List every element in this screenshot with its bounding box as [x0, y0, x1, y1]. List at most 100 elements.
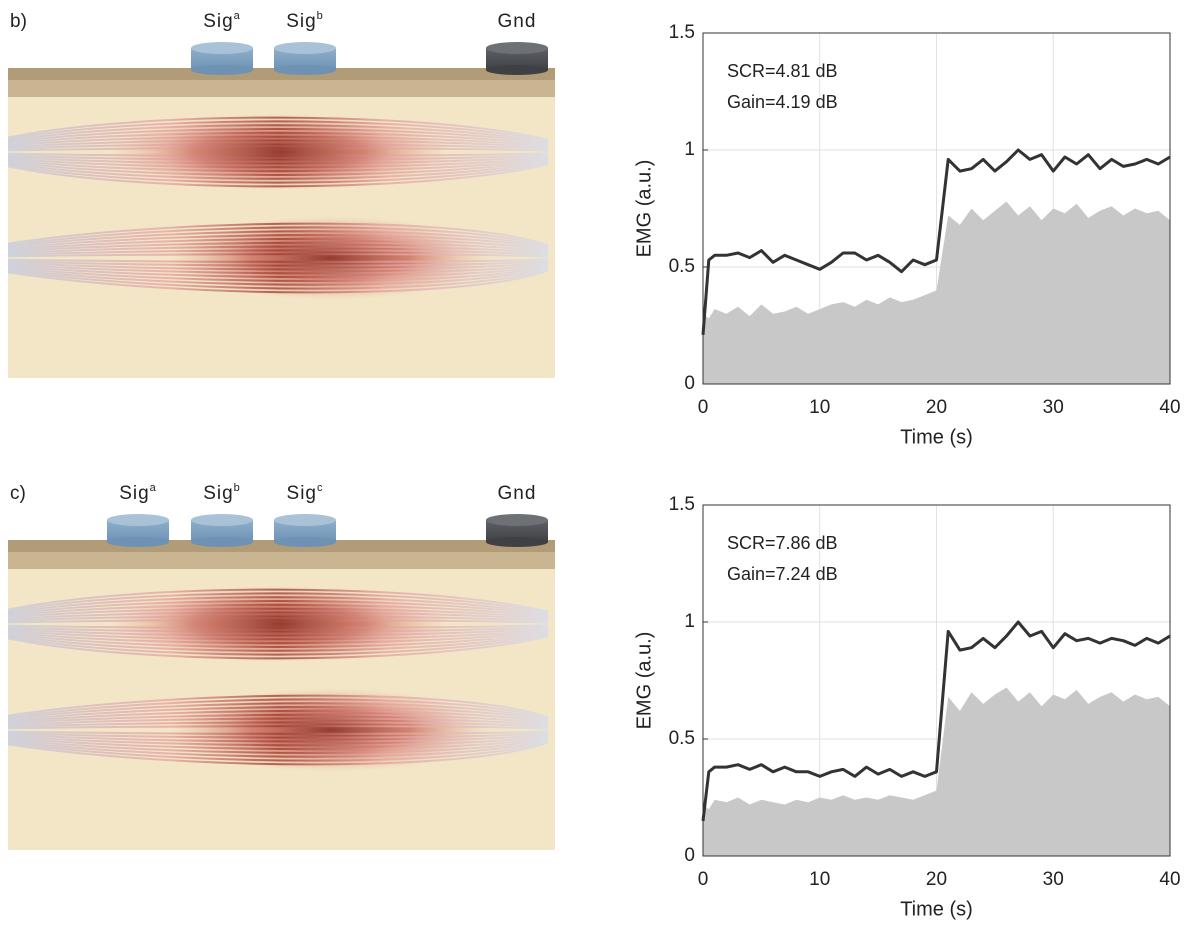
muscle-fiber — [7, 630, 549, 645]
muscle-fiber — [7, 706, 549, 723]
x-tick-label: 0 — [698, 869, 709, 890]
electrode-name: Sig — [119, 483, 149, 504]
muscle-fiber — [7, 734, 549, 747]
muscle-fiber — [7, 156, 549, 169]
ground-label: Gnd — [498, 11, 537, 32]
muscle-fiber — [7, 611, 549, 621]
electrode-bottom — [107, 537, 169, 547]
plot-frame — [702, 32, 1171, 385]
y-axis-label: EMG (a.u.) — [633, 632, 655, 730]
muscle-fiber — [7, 152, 549, 157]
electrode-top — [191, 514, 253, 526]
electrode-label: Sigb — [286, 10, 324, 32]
muscle-fiber — [7, 237, 549, 252]
muscle-fiber — [7, 702, 549, 722]
annotation: Gain=4.19 dB — [727, 92, 838, 112]
electrode — [107, 520, 169, 542]
electrode-name: Sig — [286, 11, 316, 32]
x-axis-label: Time (s) — [900, 426, 973, 448]
muscle-diagram: b) Siga Sigb Gnd — [7, 10, 555, 378]
muscle-fiber — [7, 736, 549, 751]
y-tick-label: 0.5 — [669, 728, 695, 749]
muscle-fiber — [7, 253, 549, 258]
x-tick-label: 40 — [1159, 869, 1180, 890]
muscle-fiber — [7, 632, 549, 652]
muscle-fiber — [7, 155, 549, 165]
ground-electrode — [486, 520, 548, 542]
electrode-bottom — [191, 65, 253, 75]
muscle-fiber — [7, 619, 549, 624]
ground-electrode-top — [486, 42, 548, 54]
electrode-superscript: a — [150, 482, 157, 494]
skin-top — [8, 68, 555, 80]
x-tick-label: 0 — [698, 397, 709, 418]
panel-label: c) — [10, 483, 26, 504]
panel-label: b) — [10, 11, 27, 32]
muscle-fiber — [7, 698, 549, 720]
skin — [8, 80, 555, 97]
electrode-bottom — [274, 65, 336, 75]
muscle-fiber — [7, 258, 549, 263]
muscle-fiber — [7, 265, 549, 282]
muscle-fiber — [7, 226, 549, 248]
muscle-fiber — [7, 249, 549, 257]
x-tick-label: 10 — [809, 869, 830, 890]
muscle-fiber — [7, 738, 549, 758]
electrode-superscript: b — [234, 482, 241, 494]
emg-envelope — [701, 148, 1171, 336]
muscle-fiber — [7, 160, 549, 180]
muscle-fiber — [7, 709, 549, 724]
annotation: SCR=7.86 dB — [727, 533, 838, 553]
electrode-top — [274, 514, 336, 526]
x-tick-label: 30 — [1043, 869, 1064, 890]
muscle-fiber — [7, 158, 549, 173]
muscle-fiber — [7, 627, 549, 637]
y-tick-label: 0 — [684, 845, 695, 866]
muscle-fiber — [7, 733, 549, 743]
muscle-fiber — [7, 694, 549, 719]
muscle-fiber — [7, 631, 549, 648]
ground-label: Gnd — [498, 483, 537, 504]
muscle-fiber — [7, 124, 549, 144]
electrode-top — [107, 514, 169, 526]
emg-envelope — [701, 620, 1171, 822]
muscle-fiber — [7, 730, 549, 735]
muscle-fiber — [7, 268, 549, 290]
emg-raw-area — [703, 687, 1170, 856]
emg-raw-area — [703, 201, 1170, 384]
electrode-label: Sigc — [287, 482, 324, 504]
muscle-fiber — [7, 135, 549, 148]
muscle-fiber — [7, 163, 549, 188]
y-tick-label: 1.5 — [669, 22, 695, 43]
muscle-fiber — [7, 635, 549, 660]
muscle-fiber — [7, 713, 549, 726]
muscle-fiber — [7, 269, 549, 294]
muscle-fiber — [7, 128, 549, 145]
muscle-fiber — [7, 241, 549, 254]
x-tick-label: 20 — [926, 869, 947, 890]
muscle-fiber — [7, 596, 549, 616]
muscle-fiber — [7, 245, 549, 255]
y-tick-label: 1.5 — [669, 494, 695, 515]
ground-electrode-top — [486, 514, 548, 526]
muscle-fiber — [7, 266, 549, 286]
electrode-label: Sigb — [203, 482, 241, 504]
y-tick-label: 0 — [684, 373, 695, 394]
electrode-top — [274, 42, 336, 54]
y-tick-label: 1 — [684, 611, 695, 632]
muscle-fiber — [7, 741, 549, 766]
y-axis-label: EMG (a.u.) — [633, 160, 655, 258]
muscle-fiber — [7, 131, 549, 146]
electrode-superscript: c — [317, 482, 324, 494]
muscle-fiber — [7, 234, 549, 251]
electrode-name: Sig — [287, 483, 317, 504]
electrode-top — [191, 42, 253, 54]
x-tick-label: 20 — [926, 397, 947, 418]
electrode-name: Sig — [203, 11, 233, 32]
muscle-fiber — [7, 615, 549, 623]
electrode-label: Siga — [119, 482, 157, 504]
electrode-superscript: a — [234, 10, 241, 22]
muscle-fiber — [7, 607, 549, 620]
electrode-bottom — [274, 537, 336, 547]
